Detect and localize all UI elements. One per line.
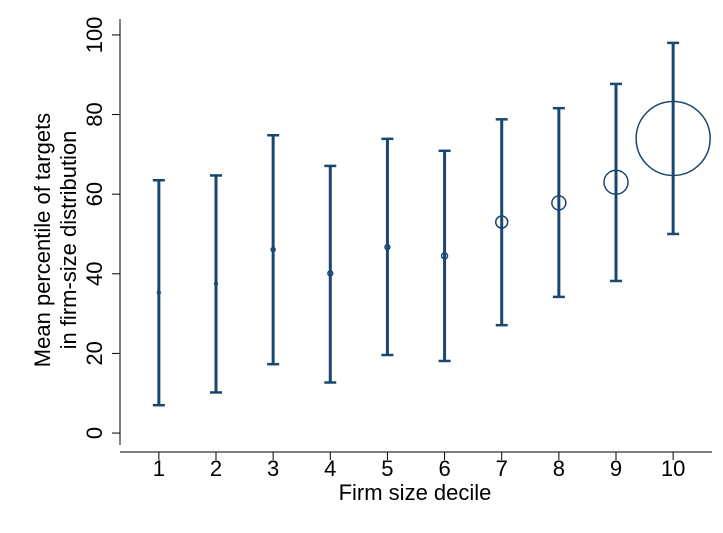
bubble [440,252,449,260]
x-tick-label: 8 [553,456,565,481]
bubble [156,290,162,295]
y-tick-label: 100 [82,17,107,54]
x-tick-label: 4 [324,456,336,481]
x-tick-label: 9 [610,456,622,481]
bubble [603,169,629,195]
x-tick-label: 7 [496,456,508,481]
y-tick-label: 20 [82,341,107,365]
bubble [213,281,219,286]
x-tick-label: 10 [661,456,685,481]
y-axis-title: in firm-size distribution [56,131,81,350]
bubble [384,243,391,251]
bubble [270,246,276,253]
y-tick-label: 40 [82,262,107,286]
bubble [551,195,567,211]
y-tick-label: 80 [82,102,107,126]
x-axis-title: Firm size decile [339,480,492,505]
bubble [494,215,509,229]
x-tick-label: 2 [210,456,222,481]
y-axis-title: Mean percentile of targets [30,113,55,367]
y-tick-label: 60 [82,182,107,206]
x-tick-label: 1 [153,456,165,481]
x-tick-label: 3 [267,456,279,481]
y-tick-label: 0 [82,427,107,439]
bubble [635,100,711,177]
x-tick-label: 6 [438,456,450,481]
x-tick-label: 5 [381,456,393,481]
bubble [327,270,334,277]
